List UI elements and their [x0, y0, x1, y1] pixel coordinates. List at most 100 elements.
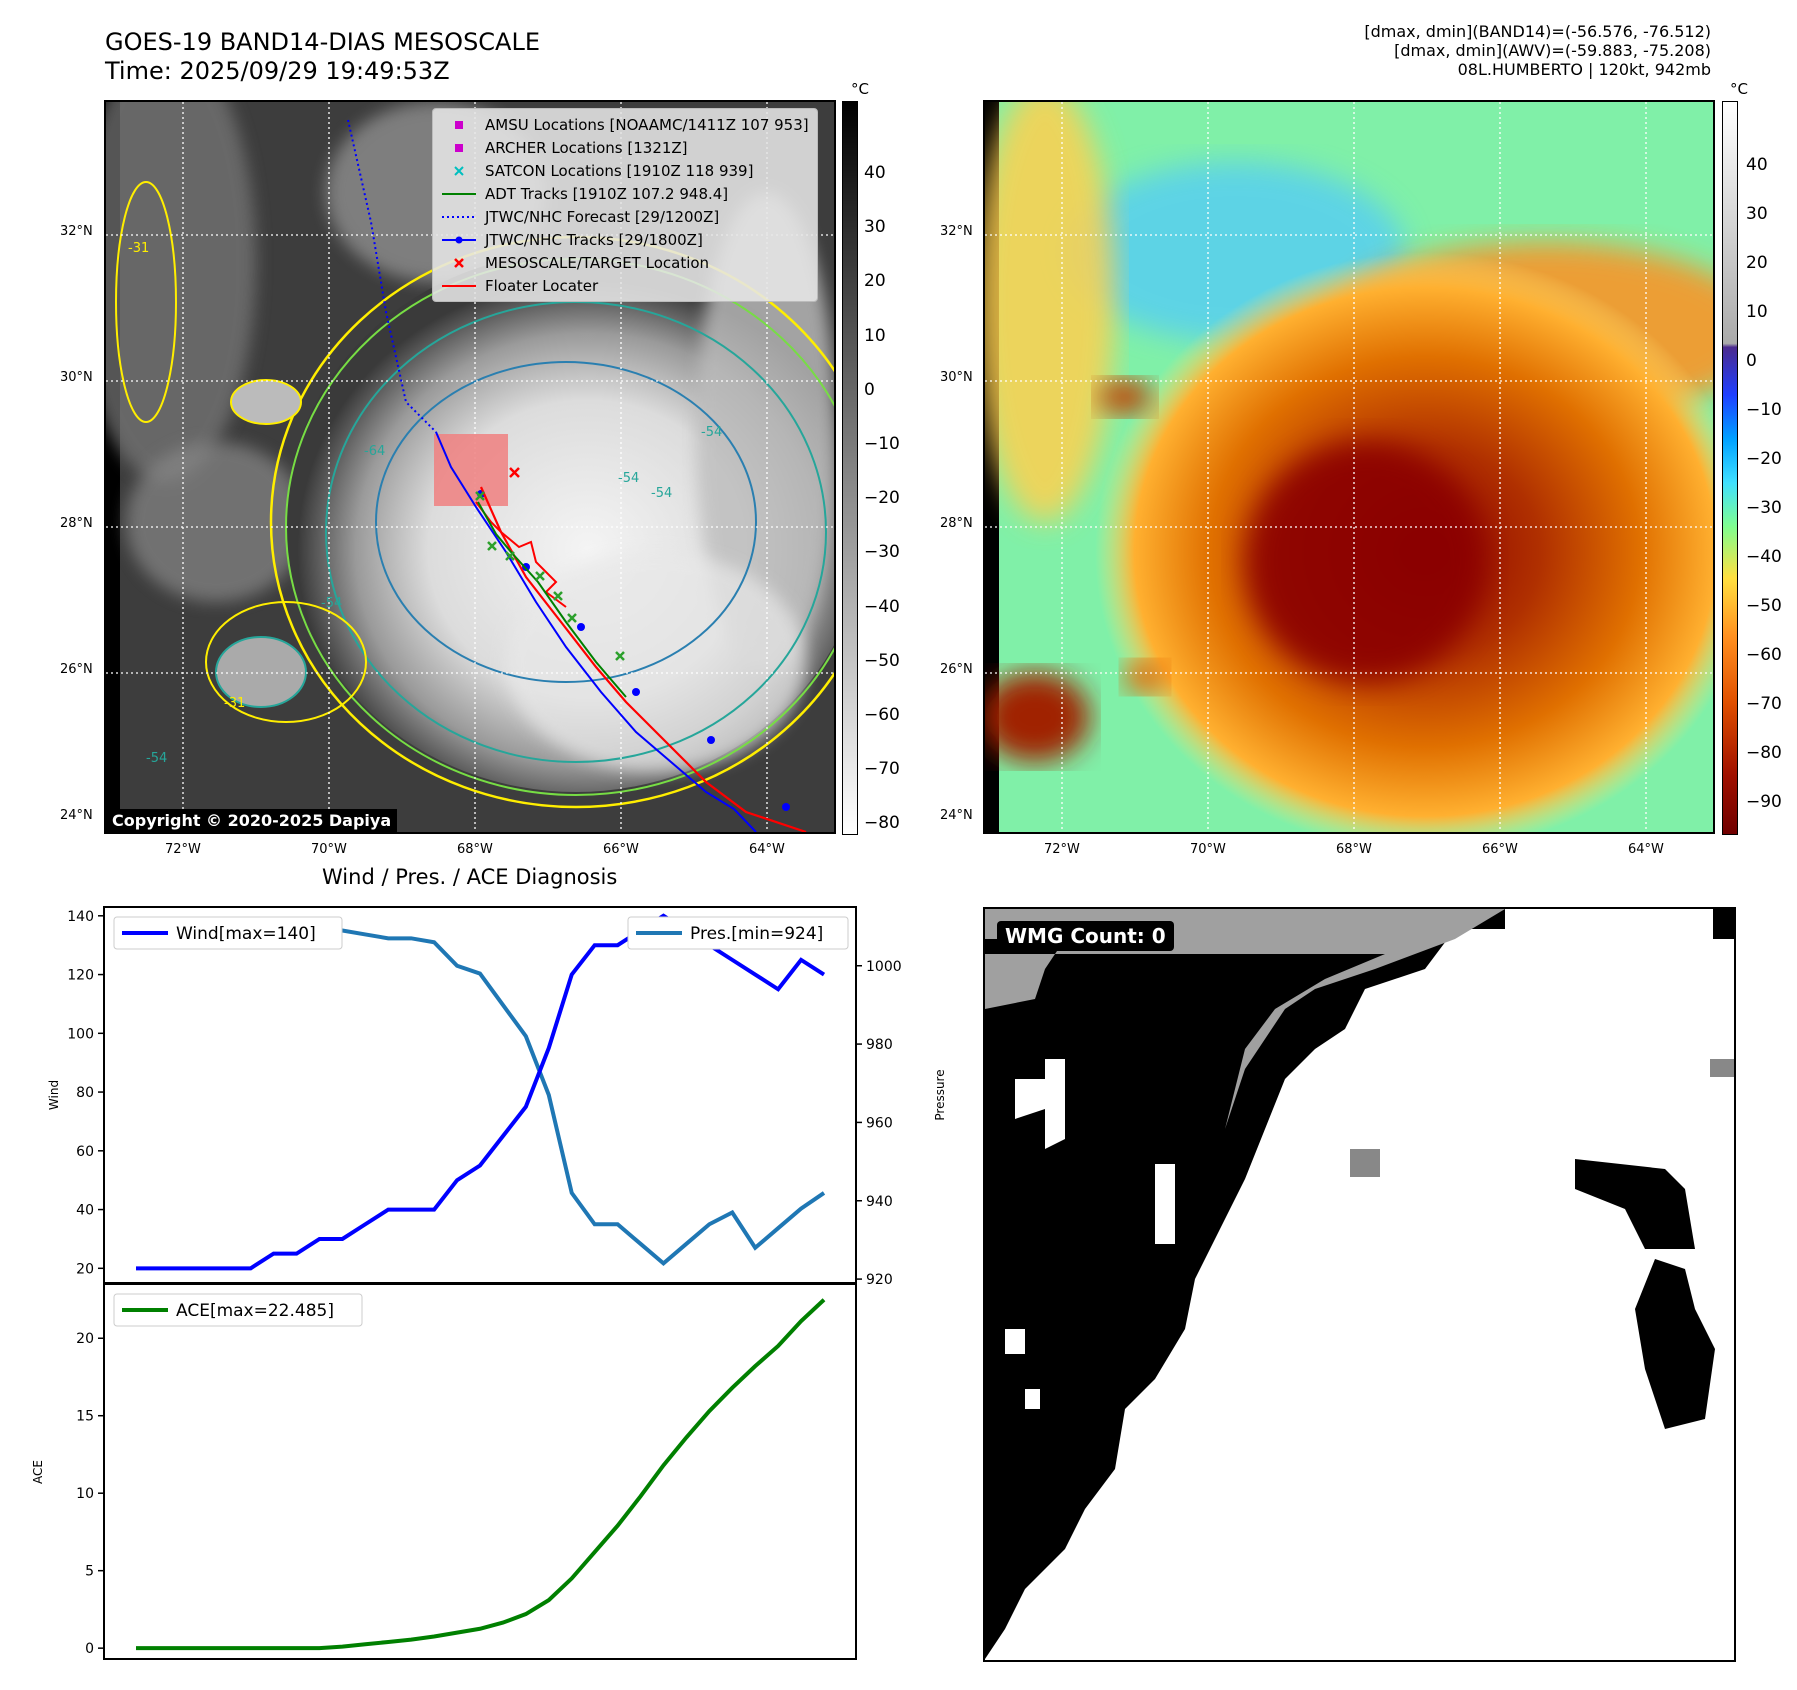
lat-label: 28°N: [60, 516, 93, 531]
lat-label: 32°N: [940, 224, 973, 239]
contour-label: -64: [364, 444, 385, 459]
lon-label: 72°W: [165, 842, 201, 857]
pressure-ytick-label: 1000: [866, 959, 902, 975]
colorbar-tick: 30: [864, 217, 886, 238]
title-line2: Time: 2025/09/29 19:49:53Z: [105, 57, 450, 85]
colorbar-left: [842, 101, 858, 835]
colorbar-right: [1722, 101, 1738, 835]
colorbar-tick: −50: [1746, 596, 1782, 616]
line-icon: [441, 191, 477, 197]
contour-blue: [375, 361, 757, 683]
floater-zigzag: [475, 501, 567, 608]
wind-ytick-label: 140: [67, 909, 94, 925]
pressure-ytick-label: 920: [866, 1272, 893, 1285]
lat-label: 32°N: [60, 224, 93, 239]
contour-label: -54: [651, 486, 672, 501]
colorbar-tick: −70: [864, 759, 900, 780]
legend-item-satcon: SATCON Locations [1910Z 118 939]: [441, 159, 809, 182]
lat-label: 30°N: [60, 370, 93, 385]
enhanced-map-panel: [983, 100, 1715, 834]
wind-legend: Wind[max=140]: [113, 916, 343, 950]
enh-sw-cell-2: [1123, 661, 1167, 693]
line-dot-icon: [441, 236, 477, 244]
diagnosis-title: Wind / Pres. / ACE Diagnosis: [322, 865, 618, 889]
lat-label: 24°N: [60, 808, 93, 823]
ir-small-cloud-1: [230, 379, 302, 425]
legend-item-adt: ADT Tracks [1910Z 107.2 948.4]: [441, 182, 809, 205]
wind-ytick-label: 40: [76, 1203, 94, 1219]
colorbar-tick: 30: [1746, 204, 1768, 224]
wmg-white-hole-5: [1025, 1389, 1040, 1409]
colorbar-tick: −30: [1746, 498, 1782, 518]
colorbar-right-ticks: 40 30 20 10 0 −10 −20 −30 −40 −50 −60 −7…: [1746, 141, 1782, 827]
pressure-y-axis: 920 940 960 980 1000: [856, 959, 902, 1285]
wmg-east-cell-1: [1575, 1159, 1695, 1249]
legend-label: ARCHER Locations [1321Z]: [485, 138, 688, 157]
colorbar-tick: −80: [1746, 743, 1782, 763]
colorbar-tick: 20: [1746, 253, 1768, 273]
legend-item-tracks: JTWC/NHC Tracks [29/1800Z]: [441, 228, 809, 251]
legend-label: Floater Locater: [485, 276, 599, 295]
dotted-line-icon: [441, 214, 477, 220]
forecast-track: [347, 119, 437, 433]
legend-label: JTWC/NHC Tracks [29/1800Z]: [485, 230, 703, 249]
wmg-mask-svg: [985, 909, 1734, 1659]
colorbar-tick: −70: [1746, 694, 1782, 714]
legend-label: AMSU Locations [NOAAMC/1411Z 107 953]: [485, 115, 809, 134]
colorbar-tick: −60: [1746, 645, 1782, 665]
wmg-ne-cell: [1713, 909, 1734, 939]
lon-label: 68°W: [457, 842, 493, 857]
wind-legend-label: Wind[max=140]: [176, 924, 316, 944]
wmg-white-hole-3: [1155, 1164, 1175, 1244]
x-marker-icon: [441, 257, 477, 269]
legend-label: ADT Tracks [1910Z 107.2 948.4]: [485, 184, 729, 203]
adt-track: [477, 501, 627, 698]
wind-plot-frame: [103, 906, 857, 1284]
legend-label: SATCON Locations [1910Z 118 939]: [485, 161, 754, 180]
ace-ytick-label: 5: [85, 1564, 94, 1580]
colorbar-tick: 40: [864, 163, 886, 183]
pressure-ytick-label: 980: [866, 1037, 893, 1053]
lon-label: 72°W: [1044, 842, 1080, 857]
contour-label: -54: [701, 425, 722, 440]
ace-plot-frame: [103, 1283, 857, 1660]
legend-label: JTWC/NHC Forecast [29/1200Z]: [485, 207, 720, 226]
ir-map-panel: -54 -54 -54 -64 -54 -31 -54 -31: [104, 100, 836, 834]
ir-small-cloud-2: [215, 636, 307, 708]
ace-legend-label: ACE[max=22.485]: [176, 1301, 334, 1321]
title-line1: GOES-19 BAND14-DIAS MESOSCALE: [105, 28, 541, 56]
ace-y-axis: 0 5 10 15 20: [76, 1331, 104, 1657]
lat-label: 26°N: [60, 662, 93, 677]
lon-label: 66°W: [1482, 842, 1518, 857]
legend-item-target: MESOSCALE/TARGET Location: [441, 251, 809, 274]
info-line1: [dmax, dmin](BAND14)=(-56.576, -76.512): [1364, 22, 1711, 41]
pressure-ylabel: Pressure: [933, 1069, 947, 1120]
mesoscale-box: [434, 434, 508, 506]
ace-ytick-label: 15: [76, 1409, 94, 1425]
pressure-legend: Pres.[min=924]: [627, 916, 849, 950]
colorbar-tick: −40: [1746, 547, 1782, 567]
wmg-white-hole-2: [1045, 1059, 1065, 1149]
map-legend: AMSU Locations [NOAAMC/1411Z 107 953] AR…: [432, 108, 818, 302]
legend-item-amsu: AMSU Locations [NOAAMC/1411Z 107 953]: [441, 113, 809, 136]
legend-item-forecast: JTWC/NHC Forecast [29/1200Z]: [441, 205, 809, 228]
lon-label: 66°W: [603, 842, 639, 857]
wind-ytick-label: 60: [76, 1144, 94, 1160]
lat-label: 24°N: [940, 808, 973, 823]
contour-labels: -54 -54 -54 -64 -54 -31 -54 -31: [128, 241, 722, 766]
info-line2: [dmax, dmin](AWV)=(-59.883, -75.208): [1394, 41, 1711, 60]
contour-label: -54: [146, 751, 167, 766]
ir-cloud-west: [106, 102, 256, 482]
contour-label: -31: [128, 241, 149, 256]
ir-contour-west: [115, 181, 177, 423]
colorbar-tick: −80: [864, 813, 900, 834]
nhc-track: [435, 431, 757, 832]
wind-ylabel: Wind: [47, 1080, 61, 1110]
contour-label: -31: [224, 696, 245, 711]
satcon-markers: [475, 491, 625, 661]
wind-ytick-label: 120: [67, 968, 94, 984]
info-line3: 08L.HUMBERTO | 120kt, 942mb: [1457, 60, 1711, 79]
lat-label: 26°N: [940, 662, 973, 677]
pressure-ytick-label: 940: [866, 1194, 893, 1210]
